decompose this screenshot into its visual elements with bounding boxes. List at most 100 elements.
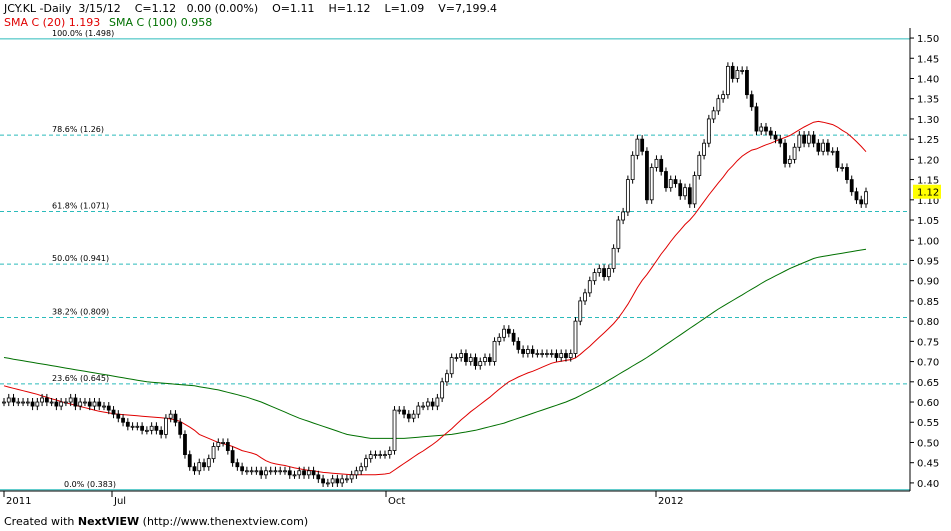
candle [802,131,806,148]
candle [602,264,606,281]
x-tick-label: Jul [113,496,126,507]
last-price-label: 1.12 [917,188,939,199]
candle [216,438,221,451]
sma100-line [3,248,867,439]
candle [664,167,668,192]
y-tick-label: 0.50 [917,438,939,449]
candle [187,450,192,471]
y-tick-label: 1.05 [917,216,939,227]
candle [778,135,783,148]
candle [302,466,306,479]
fib-label: 78.6% (1.26) [52,125,104,134]
candle [140,422,145,435]
candle [764,122,768,136]
candle [811,131,816,148]
candle [121,414,125,427]
y-tick-label: 1.15 [917,176,939,187]
fib-levels: 100.0% (1.498) 78.6% (1.26) 61.8% (1.071) 5… [0,29,910,491]
candle [464,349,468,366]
candle [725,62,730,99]
candle [473,353,478,370]
candle [702,139,706,160]
candle [364,454,368,471]
candle [49,397,54,407]
footer-url: (http://www.thenextview.com) [139,515,309,528]
y-tick-label: 1.30 [917,115,939,126]
candle [840,163,845,172]
candle [392,406,397,455]
y-tick-label: 0.65 [917,378,939,389]
candle [40,393,44,407]
candle [149,422,154,435]
candle [583,288,587,305]
candle [11,393,16,407]
candle [25,397,30,407]
candle [545,349,549,358]
candle [244,466,249,475]
candle [535,349,540,358]
candle [130,422,135,431]
candle [359,462,364,475]
candle [678,179,683,200]
fib-label: 61.8% (1.071) [52,202,109,211]
candle [440,377,445,403]
candle [730,62,735,83]
candle [340,474,345,487]
y-tick-label: 1.00 [917,236,939,247]
x-tick-label: 2012 [658,496,683,507]
candle [264,466,268,479]
axes: 0.40 0.45 0.50 0.55 0.60 0.65 0.70 0.75 0.80 0.85… [0,28,941,507]
candle [192,462,197,475]
candle [768,127,773,140]
header-quote: JCY.KL -Daily 3/15/12 C=1.12 0.00 (0.00%… [4,2,497,15]
candle [59,397,64,411]
candle [502,325,506,342]
sma20-legend: SMA C (20) 1.193 [4,16,101,29]
candle [635,135,640,160]
candle [64,397,68,407]
candle [2,397,6,407]
y-tick-label: 0.90 [917,277,939,288]
y-tick-label: 1.10 [917,196,939,207]
candle [297,466,302,479]
candle [573,317,578,358]
candle [654,155,659,172]
candle [645,147,649,204]
candle [640,135,645,156]
candle [325,478,330,487]
candle [68,393,73,407]
candle [692,171,697,208]
candle [44,393,49,407]
y-tick-label: 0.45 [917,459,939,470]
candle [35,397,40,411]
candle [202,458,206,471]
y-tick-label: 0.85 [917,297,939,308]
candle [383,450,387,459]
candle [659,155,664,176]
candle [54,397,59,411]
candle [225,438,230,455]
fib-label: 100.0% (1.498) [52,29,114,38]
candle [144,426,149,435]
candle [373,450,378,459]
candle [792,143,797,164]
last-price-marker [913,184,941,199]
candle [173,410,178,427]
candle [816,139,821,156]
candle [378,450,383,459]
candle [821,139,826,156]
candle [530,345,535,358]
candle [206,454,211,471]
candle [606,264,611,281]
y-tick-label: 1.35 [917,95,939,106]
candle [649,163,654,204]
fib-label: 23.6% (0.645) [52,374,109,383]
candle [154,422,159,435]
y-tick-label: 0.95 [917,256,939,267]
candle [849,175,854,196]
candle [183,430,187,459]
candle [540,349,545,358]
candle [21,397,25,407]
footer-brand-view: VIEW [106,515,140,528]
